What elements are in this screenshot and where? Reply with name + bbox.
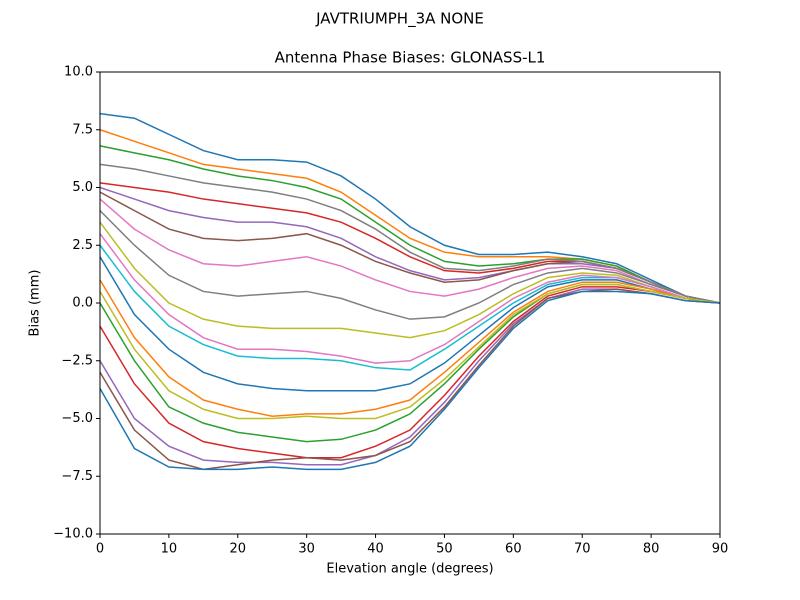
series-line [99,112,721,304]
x-tick-label: 70 [574,542,591,557]
series-line [99,145,721,304]
chart-title: Antenna Phase Biases: GLONASS-L1 [275,49,546,67]
x-tick-label: 30 [298,542,315,557]
x-axis-label: Elevation angle (degrees) [326,562,493,577]
series-line [99,256,721,392]
series-line [99,198,721,304]
y-tick-label: −2.5 [61,353,93,368]
series-line [99,288,721,466]
x-tick-label: 50 [436,542,453,557]
series-line [99,283,721,443]
series-line [99,210,721,320]
y-tick-label: 10.0 [64,65,93,80]
series-line [99,244,721,371]
y-tick-label: 2.5 [72,238,93,253]
y-tick-label: −10.0 [53,527,93,542]
series-line [99,221,721,339]
plot-frame [99,71,721,535]
series-line [99,233,721,364]
series-line [99,163,721,304]
x-tick-label: 80 [643,542,660,557]
x-tick-label: 10 [161,542,178,557]
y-tick-label: 7.5 [72,122,93,137]
series-line [99,283,721,420]
y-tick-label: 5.0 [72,180,93,195]
suptitle: JAVTRIUMPH_3A NONE [315,10,484,29]
x-tick-label: 90 [712,542,729,557]
series-line [99,286,721,459]
y-tick-label: 0.0 [72,296,93,311]
x-tick-label: 40 [367,542,384,557]
y-tick-label: −5.0 [61,411,93,426]
series-line [99,279,721,417]
series-line [99,288,721,471]
x-tick-label: 0 [96,542,104,557]
x-tick-label: 60 [505,542,522,557]
x-tick-label: 20 [230,542,247,557]
y-tick-label: −7.5 [61,469,93,484]
series-line [99,290,721,471]
y-axis-label: Bias (mm) [28,270,43,337]
